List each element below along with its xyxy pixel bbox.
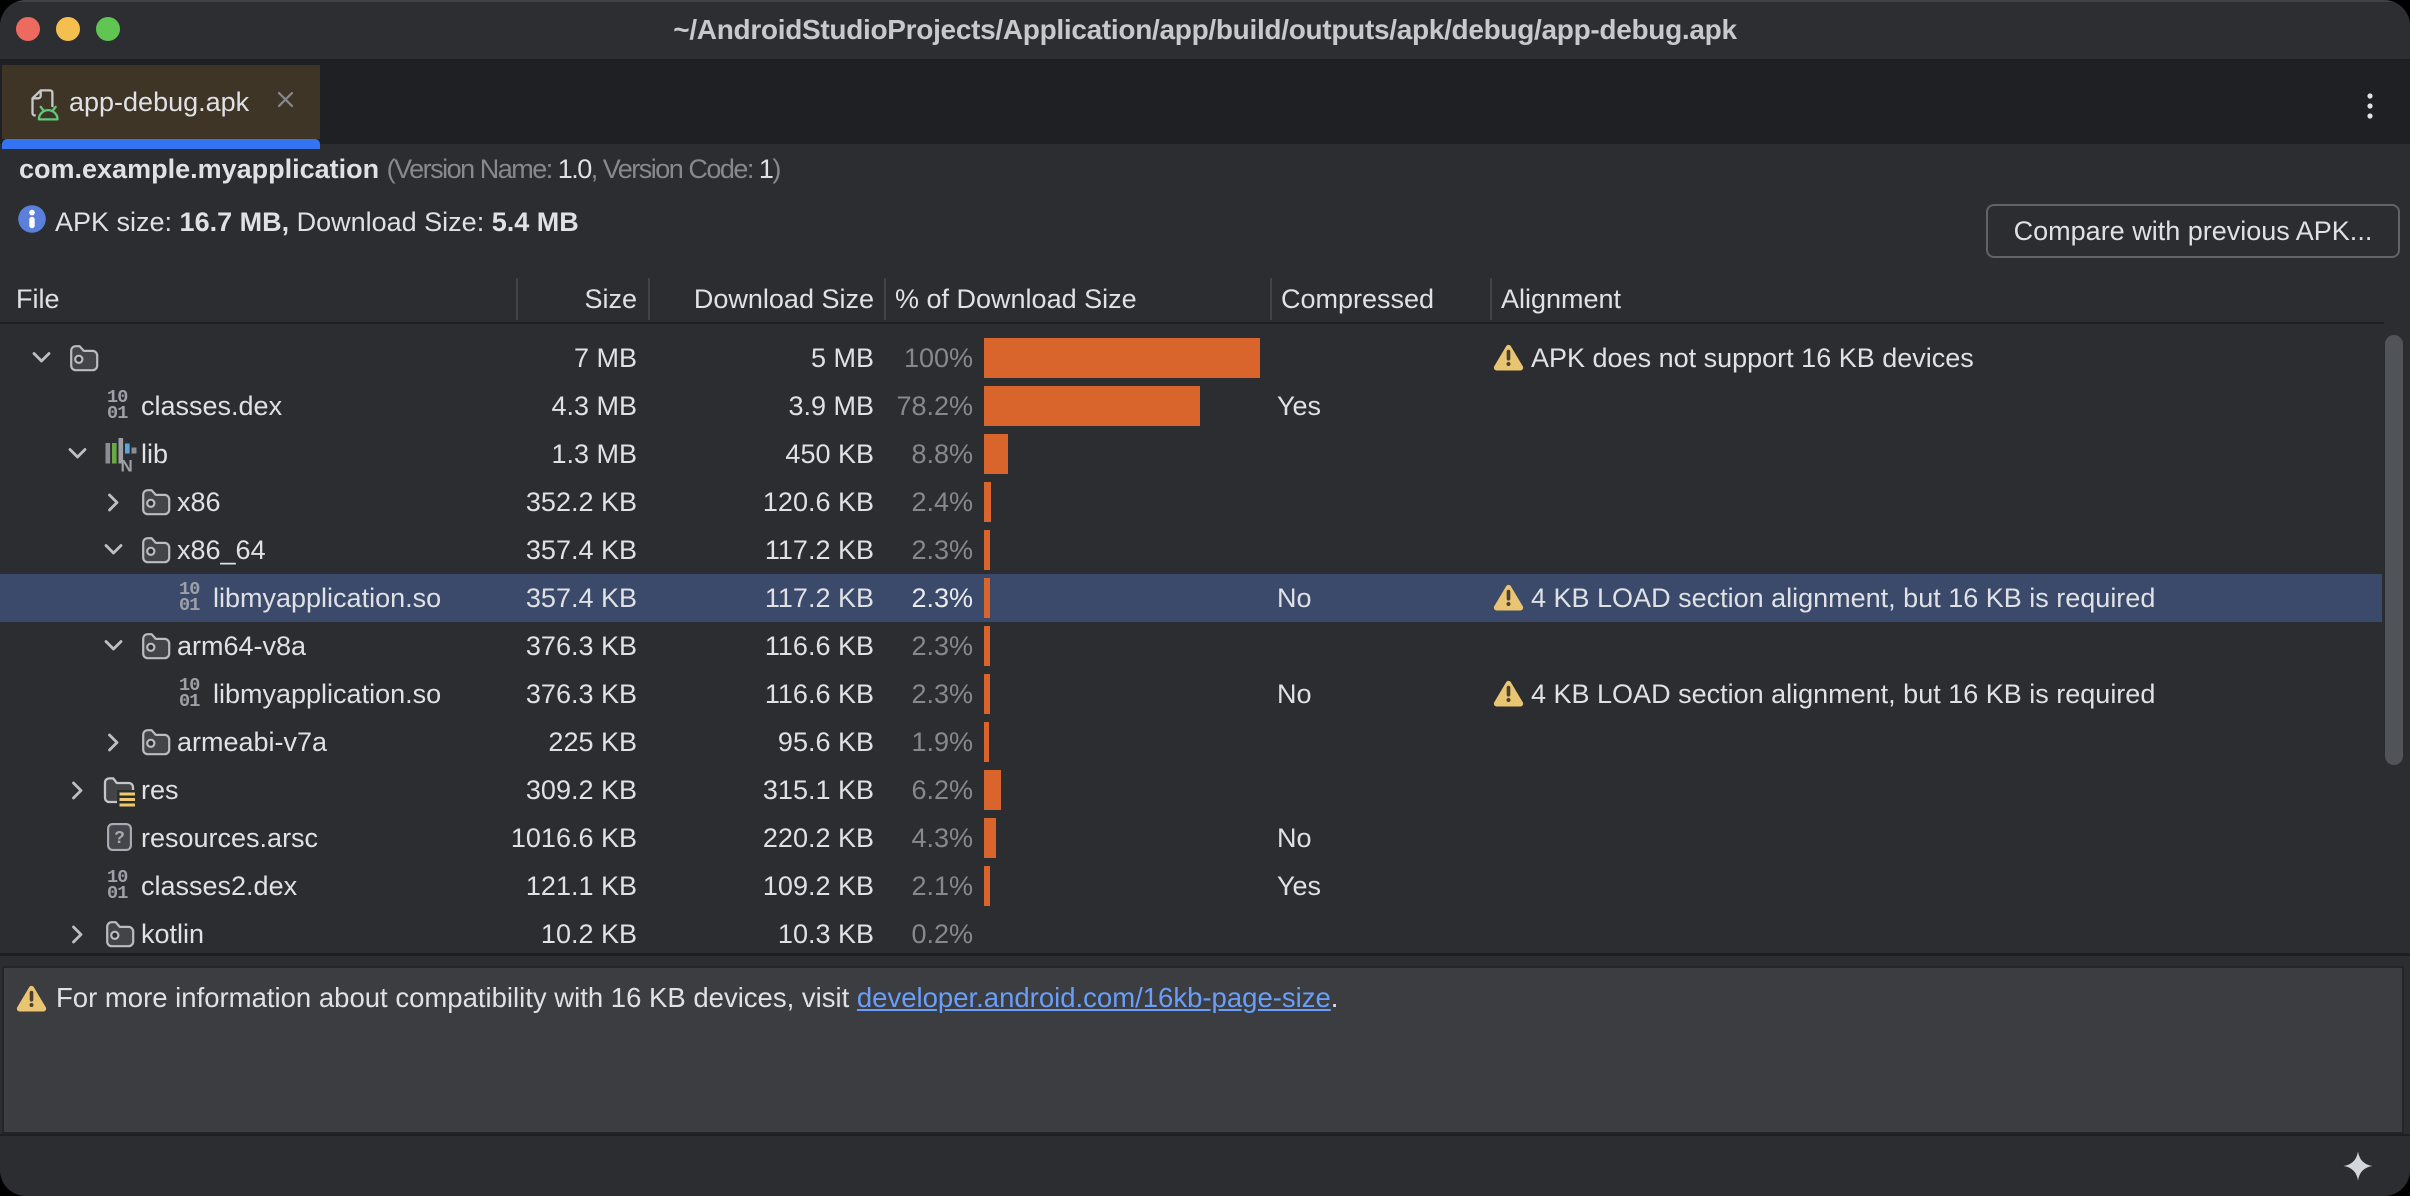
svg-text:10: 10 bbox=[179, 676, 200, 696]
svg-text:N: N bbox=[121, 457, 133, 473]
svg-text:?: ? bbox=[114, 827, 125, 847]
svg-text:10: 10 bbox=[107, 388, 128, 408]
svg-text:01: 01 bbox=[179, 595, 200, 616]
svg-text:01: 01 bbox=[179, 691, 200, 712]
svg-text:10: 10 bbox=[107, 868, 128, 888]
svg-text:01: 01 bbox=[107, 883, 128, 904]
svg-text:01: 01 bbox=[107, 403, 128, 424]
svg-text:10: 10 bbox=[179, 580, 200, 600]
